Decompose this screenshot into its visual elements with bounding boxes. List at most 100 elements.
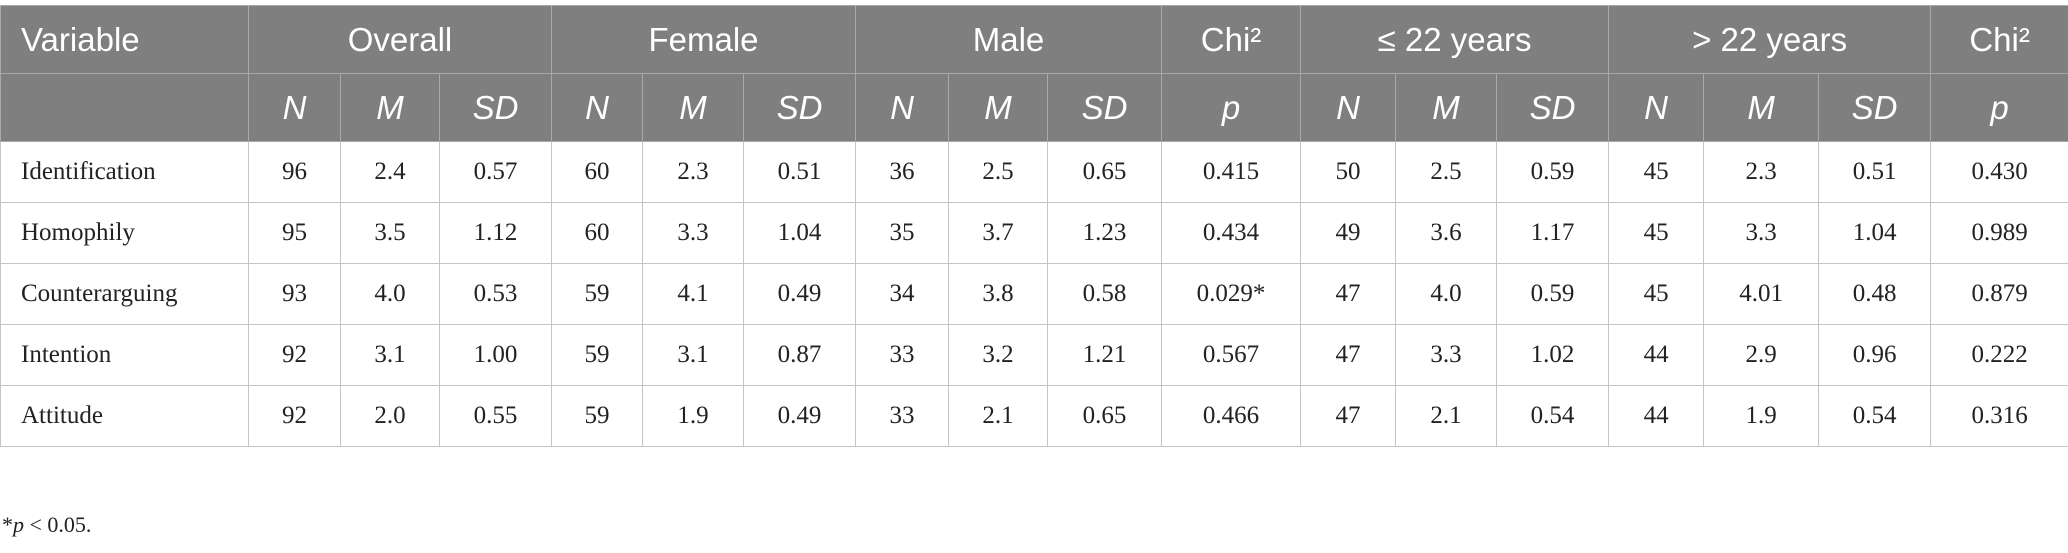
value-cell: 3.1 <box>340 324 440 386</box>
value-cell: 3.2 <box>948 324 1049 386</box>
value-cell: 2.3 <box>1703 141 1820 203</box>
column-header: N <box>1300 73 1397 142</box>
value-cell: 0.989 <box>1930 202 2068 264</box>
column-header: p <box>1161 73 1302 142</box>
value-cell: 1.9 <box>1703 385 1820 447</box>
value-cell: 92 <box>248 385 341 447</box>
value-cell: 95 <box>248 202 341 264</box>
column-header: SD <box>438 73 553 142</box>
value-cell: 0.59 <box>1496 263 1610 325</box>
value-cell: 0.49 <box>743 263 857 325</box>
value-cell: 2.0 <box>340 385 440 447</box>
group-header: Chi² <box>1930 5 2068 74</box>
empty-header-cell <box>0 73 249 142</box>
value-cell: 2.5 <box>1395 141 1498 203</box>
value-cell: 1.02 <box>1496 324 1610 386</box>
value-cell: 44 <box>1608 324 1705 386</box>
group-header: > 22 years <box>1608 5 1932 74</box>
column-header: p <box>1930 73 2068 142</box>
group-header: Chi² <box>1161 5 1302 74</box>
value-cell: 34 <box>855 263 950 325</box>
column-header: M <box>642 73 745 142</box>
value-cell: 1.04 <box>743 202 857 264</box>
variable-cell: Homophily <box>0 202 249 264</box>
value-cell: 0.879 <box>1930 263 2068 325</box>
table-row: Homophily 95 3.5 1.12 60 3.3 1.04 35 3.7 1.23 0.43… <box>0 202 2068 264</box>
column-header: M <box>948 73 1049 142</box>
value-cell: 0.222 <box>1930 324 2068 386</box>
value-cell: 0.316 <box>1930 385 2068 447</box>
table-row: Identification 96 2.4 0.57 60 2.3 0.51 36 2.5 0.6… <box>0 141 2068 203</box>
value-cell: 1.23 <box>1047 202 1163 264</box>
value-cell: 0.55 <box>438 385 553 447</box>
value-cell: 44 <box>1608 385 1705 447</box>
value-cell: 1.00 <box>438 324 553 386</box>
value-cell: 3.7 <box>948 202 1049 264</box>
value-cell: 1.12 <box>438 202 553 264</box>
value-cell: 0.65 <box>1047 385 1163 447</box>
value-cell: 0.51 <box>1818 141 1932 203</box>
variable-cell: Attitude <box>0 385 249 447</box>
value-cell: 0.466 <box>1161 385 1302 447</box>
value-cell: 59 <box>551 385 644 447</box>
value-cell: 1.04 <box>1818 202 1932 264</box>
value-cell: 0.65 <box>1047 141 1163 203</box>
value-cell: 0.54 <box>1818 385 1932 447</box>
value-cell: 3.1 <box>642 324 745 386</box>
value-cell: 0.96 <box>1818 324 1932 386</box>
footnote-text: < 0.05. <box>24 512 92 537</box>
table-row: Attitude 92 2.0 0.55 59 1.9 0.49 33 2.1 0.65 0.466… <box>0 385 2068 447</box>
column-header: SD <box>1496 73 1610 142</box>
value-cell: 59 <box>551 324 644 386</box>
sub-header-row: N M SD N M SD N M SD p N M SD N M SD p <box>0 73 2068 142</box>
column-header: N <box>855 73 950 142</box>
variable-cell: Identification <box>0 141 249 203</box>
value-cell: 33 <box>855 324 950 386</box>
value-cell: 3.3 <box>1395 324 1498 386</box>
value-cell: 4.0 <box>340 263 440 325</box>
column-header: M <box>340 73 440 142</box>
value-cell: 0.49 <box>743 385 857 447</box>
footnote: *p < 0.05. <box>2 512 91 538</box>
value-cell: 4.0 <box>1395 263 1498 325</box>
value-cell: 0.567 <box>1161 324 1302 386</box>
value-cell: 49 <box>1300 202 1397 264</box>
value-cell: 0.58 <box>1047 263 1163 325</box>
value-cell: 4.01 <box>1703 263 1820 325</box>
value-cell: 35 <box>855 202 950 264</box>
value-cell: 45 <box>1608 263 1705 325</box>
value-cell: 60 <box>551 141 644 203</box>
value-cell: 59 <box>551 263 644 325</box>
value-cell: 47 <box>1300 385 1397 447</box>
value-cell: 1.17 <box>1496 202 1610 264</box>
value-cell: 36 <box>855 141 950 203</box>
value-cell: 47 <box>1300 324 1397 386</box>
value-cell: 2.1 <box>1395 385 1498 447</box>
value-cell: 3.8 <box>948 263 1049 325</box>
column-header: N <box>551 73 644 142</box>
column-header: N <box>1608 73 1705 142</box>
value-cell: 45 <box>1608 202 1705 264</box>
value-cell: 0.57 <box>438 141 553 203</box>
value-cell: 47 <box>1300 263 1397 325</box>
value-cell: 0.54 <box>1496 385 1610 447</box>
value-cell: 2.5 <box>948 141 1049 203</box>
value-cell: 0.59 <box>1496 141 1610 203</box>
column-header: SD <box>743 73 857 142</box>
value-cell: 60 <box>551 202 644 264</box>
column-header: M <box>1703 73 1820 142</box>
value-cell: 3.3 <box>642 202 745 264</box>
column-header: M <box>1395 73 1498 142</box>
value-cell: 0.434 <box>1161 202 1302 264</box>
data-table: Variable Overall Female Male Chi² ≤ 22 years >… <box>0 5 2068 447</box>
value-cell: 2.3 <box>642 141 745 203</box>
group-header: ≤ 22 years <box>1300 5 1610 74</box>
group-header: Male <box>855 5 1163 74</box>
value-cell: 45 <box>1608 141 1705 203</box>
footnote-symbol: p <box>13 512 24 537</box>
value-cell: 0.415 <box>1161 141 1302 203</box>
value-cell: 2.1 <box>948 385 1049 447</box>
variable-cell: Counterarguing <box>0 263 249 325</box>
value-cell: 3.3 <box>1703 202 1820 264</box>
